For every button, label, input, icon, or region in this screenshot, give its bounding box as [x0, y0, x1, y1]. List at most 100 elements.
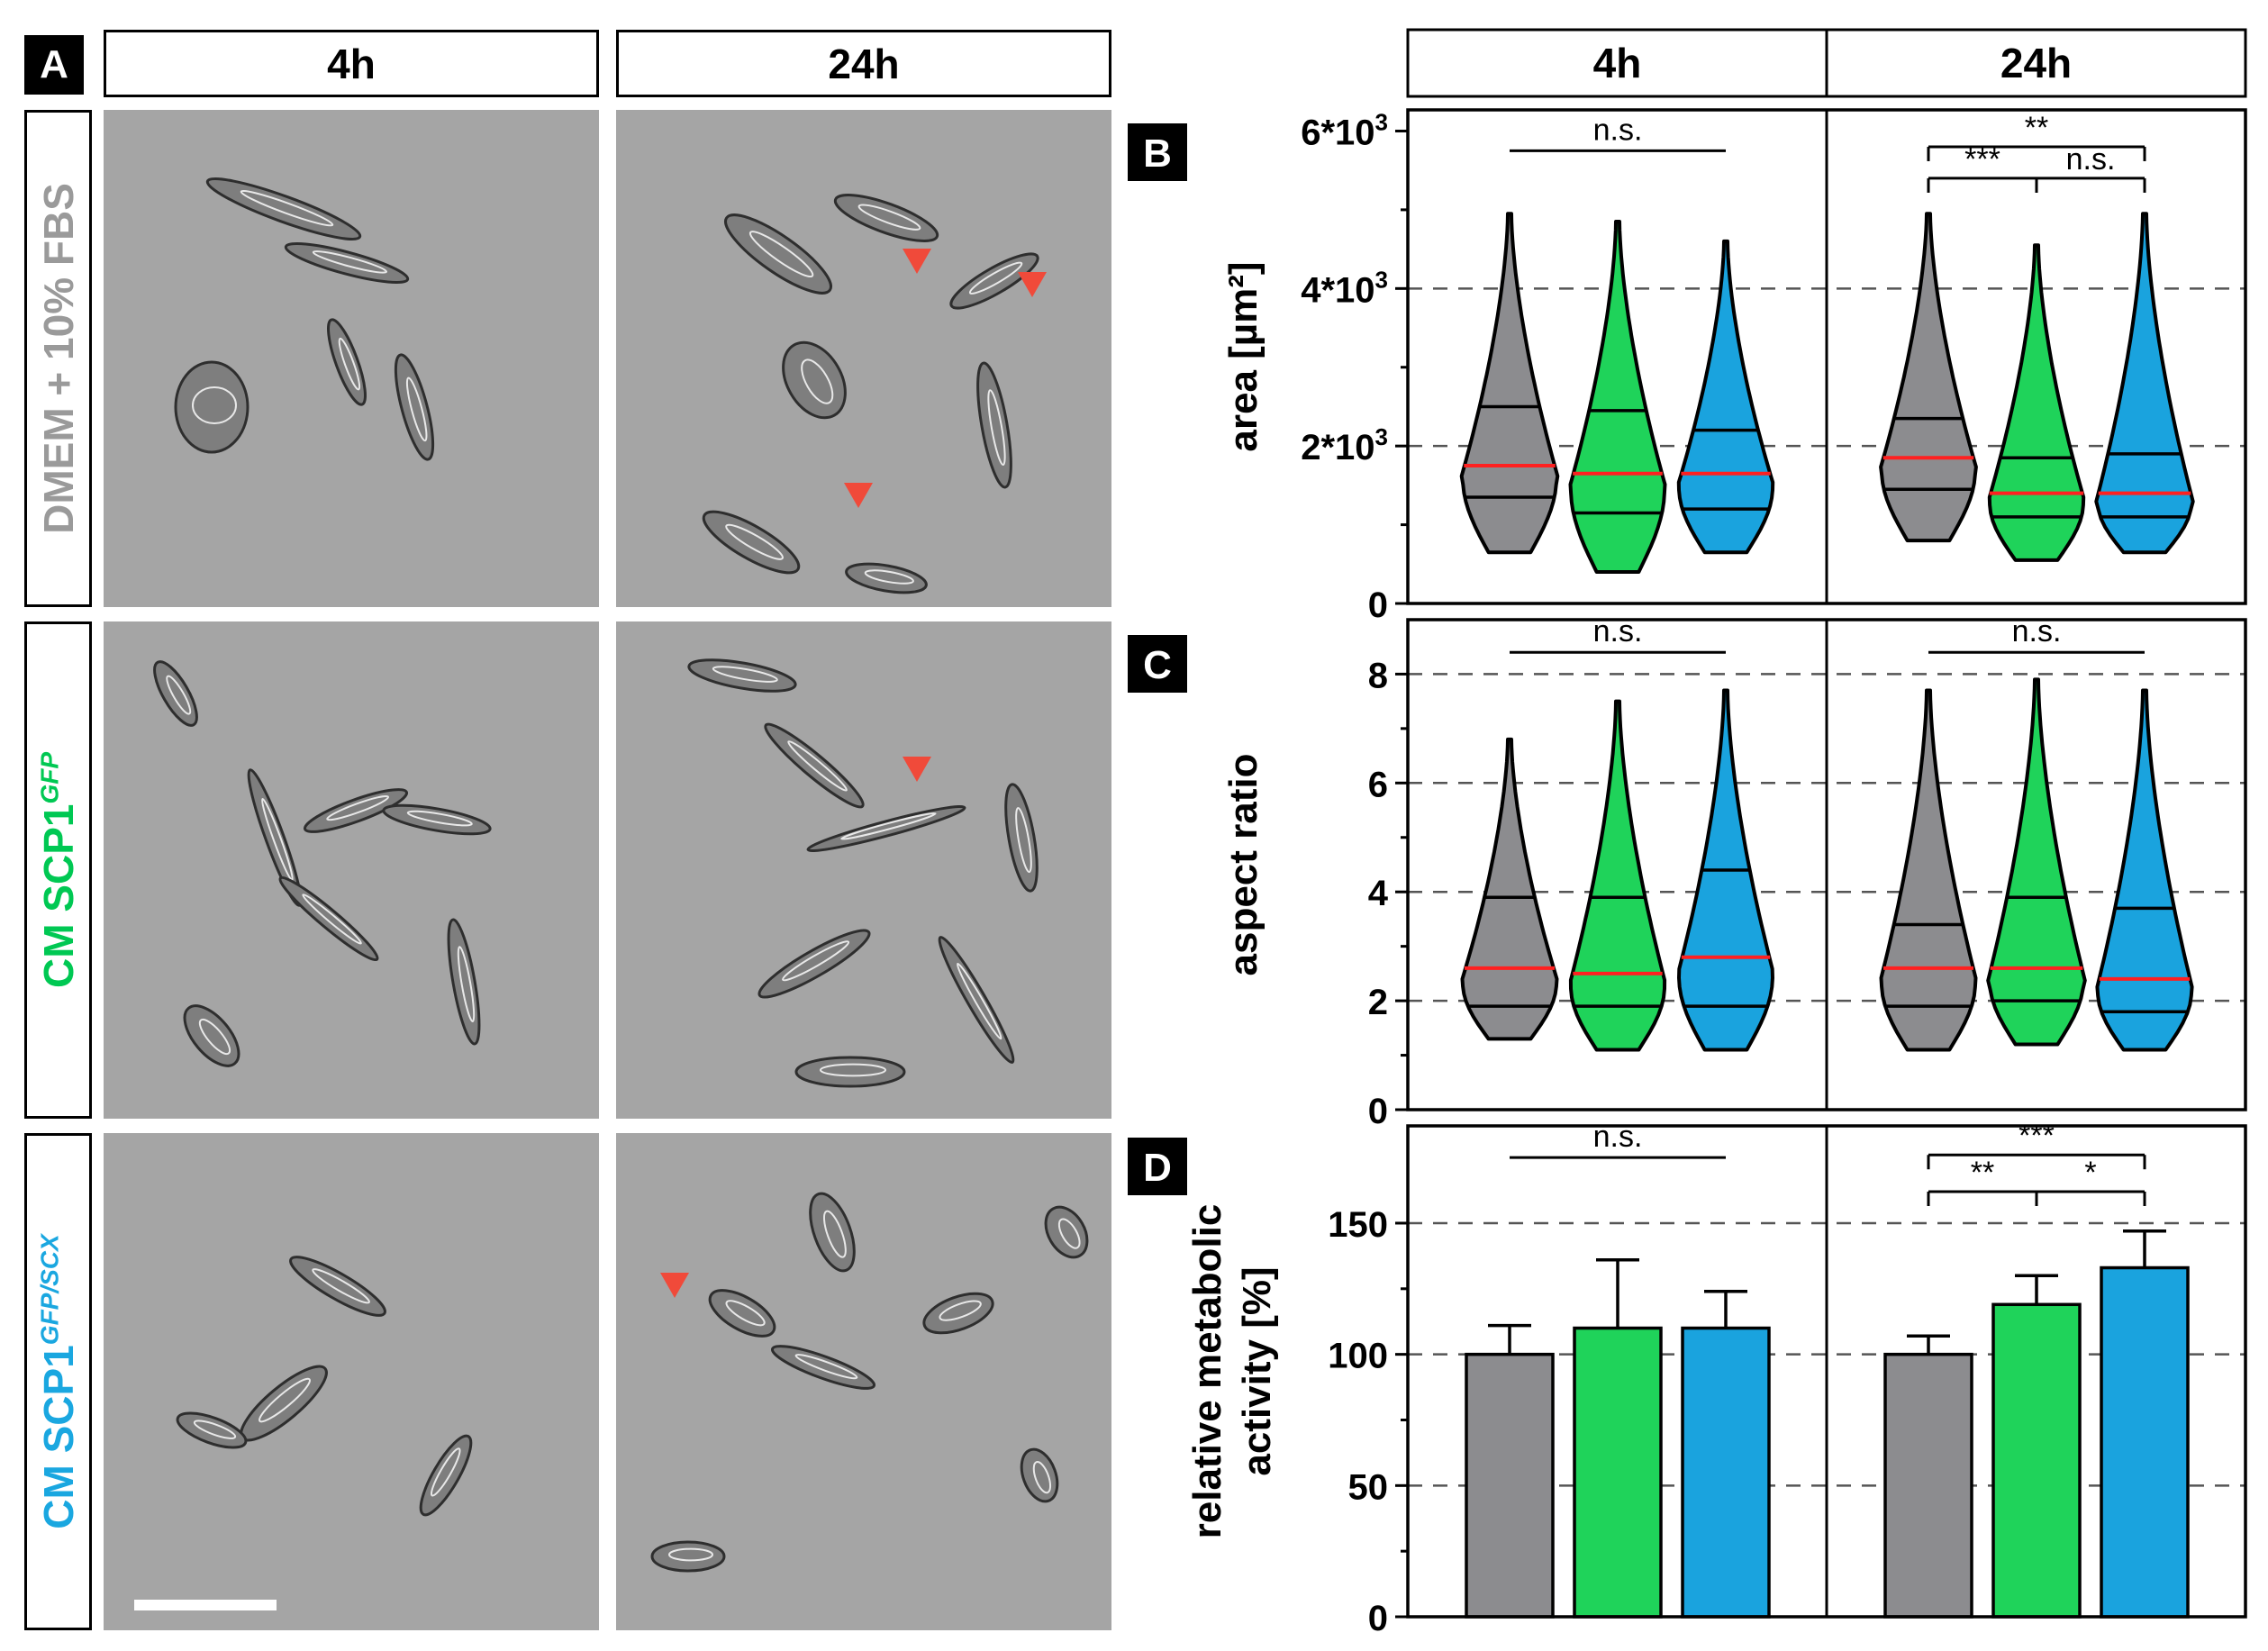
significance-label: *	[2084, 1156, 2096, 1190]
y-tick-label: 4*103	[1301, 266, 1388, 310]
bar	[2100, 1265, 2190, 1619]
cell-halo	[782, 940, 850, 982]
y-tick-label: 0	[1368, 1092, 1388, 1131]
violin	[2094, 212, 2195, 555]
cell-halo	[725, 1300, 766, 1327]
cell-halo	[822, 1210, 847, 1258]
violin	[2095, 688, 2194, 1052]
cell	[794, 1056, 906, 1088]
micrograph-dmem-24h	[616, 110, 1111, 607]
y-tick-label: 8	[1368, 656, 1388, 695]
bar	[1465, 1352, 1555, 1619]
micrograph-image	[650, 1192, 1089, 1573]
cell-halo	[1057, 1218, 1081, 1249]
cell-halo	[939, 1300, 982, 1321]
cell-halo	[338, 337, 361, 391]
column-header-4h: 4h	[104, 30, 599, 97]
significance-label: n.s.	[2066, 142, 2116, 177]
cell-halo	[457, 946, 476, 1022]
row-label-cm-scp1-gfp: CM SCP1GFP	[24, 621, 92, 1119]
violin	[1879, 688, 1978, 1052]
bar	[1991, 1302, 2082, 1619]
scale-bar	[134, 1600, 277, 1610]
violin	[1459, 212, 1560, 555]
y-axis-label: activity [%]	[1235, 1266, 1279, 1475]
y-axis-label: area [µm²]	[1221, 261, 1266, 451]
cell	[782, 340, 847, 420]
micrograph-gfp-24h	[616, 621, 1111, 1119]
significance-label: **	[1971, 1156, 1994, 1190]
arrowhead-marker	[844, 483, 873, 508]
y-tick-label: 2	[1368, 983, 1388, 1022]
panel-letter-c	[1128, 635, 1187, 693]
y-tick-label: 150	[1328, 1205, 1388, 1245]
violin	[1986, 677, 2087, 1047]
cell-halo	[840, 812, 937, 840]
cell	[174, 360, 249, 454]
violin	[1568, 220, 1667, 574]
cell	[650, 1540, 726, 1573]
cell	[949, 252, 1039, 310]
panel-letter-text: D	[1143, 1146, 1172, 1190]
row-label-cm-scp1-gfp-scx: CM SCP1GFP/SCX	[24, 1133, 92, 1630]
violin	[1879, 212, 1978, 543]
cell-layer	[153, 660, 492, 1067]
plot-header-24h: 24h	[2000, 40, 2072, 86]
arrowhead-marker	[660, 1273, 689, 1298]
cell-halo	[312, 250, 388, 274]
y-tick-label: 6	[1368, 765, 1388, 804]
bar	[1573, 1326, 1663, 1619]
panel-letter-text: C	[1143, 643, 1172, 687]
y-tick-label: 4	[1368, 874, 1389, 913]
cell	[303, 788, 409, 833]
micrograph-scx-4h	[104, 1133, 599, 1630]
cell-halo	[748, 231, 814, 278]
plot-header-4h: 4h	[1593, 40, 1642, 86]
cell-halo	[166, 675, 192, 715]
cell-layer	[650, 1192, 1089, 1573]
arrowhead-marker	[903, 249, 931, 274]
column-header-24h: 24h	[616, 30, 1111, 97]
cell-halo	[864, 569, 914, 585]
bar	[1681, 1326, 1771, 1619]
cell	[382, 803, 492, 836]
cell-halo	[198, 1018, 231, 1056]
cell	[153, 660, 198, 727]
cell-halo	[820, 1063, 886, 1077]
micrograph-dmem-4h	[104, 110, 599, 607]
y-tick-label: 50	[1348, 1467, 1389, 1507]
cell-halo	[787, 740, 848, 792]
violin	[1987, 243, 2086, 562]
significance-label: ***	[2019, 1119, 2055, 1153]
panel-letter-d	[1128, 1138, 1187, 1195]
panel-letter-text: B	[1143, 132, 1172, 176]
cell-halo	[968, 261, 1023, 295]
y-axis-label: aspect ratio	[1221, 754, 1266, 976]
y-tick-label: 6*103	[1301, 108, 1388, 152]
cell	[183, 1004, 240, 1067]
cell-halo	[668, 1547, 713, 1562]
micrograph-scx-24h	[616, 1133, 1111, 1630]
cell-halo	[405, 376, 428, 442]
cell-halo	[857, 204, 921, 231]
cell-halo	[1032, 1461, 1052, 1494]
violin	[1460, 737, 1559, 1041]
row-label-dmem: DMEM + 10% FBS	[24, 110, 92, 607]
micrograph-image	[134, 1256, 473, 1610]
cell-layer	[176, 1256, 473, 1517]
cell	[1004, 783, 1039, 893]
arrowhead-marker	[1018, 272, 1047, 297]
violin	[1568, 699, 1667, 1052]
bar	[1883, 1352, 1973, 1619]
panel-letter-b	[1128, 123, 1187, 181]
micrograph-image	[687, 658, 1039, 1088]
cell-halo	[406, 810, 473, 827]
panel-letter-a: A	[24, 35, 84, 95]
cell	[1044, 1205, 1089, 1259]
cell	[327, 318, 367, 406]
cell-layer	[702, 194, 1039, 594]
micrograph-image	[174, 177, 435, 461]
cell-halo	[240, 189, 334, 227]
y-tick-label: 2*103	[1301, 423, 1388, 467]
